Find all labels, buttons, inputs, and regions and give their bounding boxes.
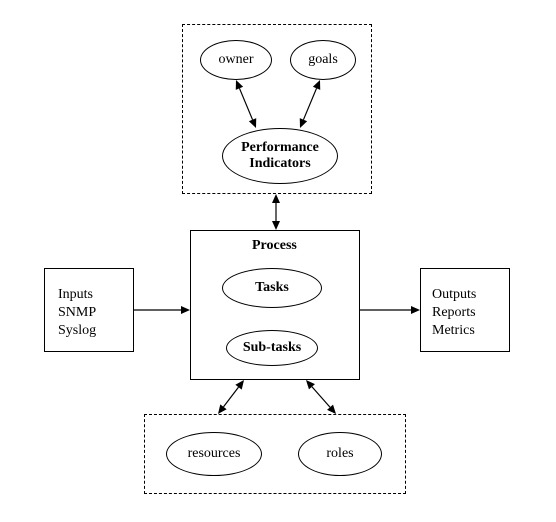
roles-ellipse: roles — [298, 432, 382, 476]
process-title: Process — [252, 238, 297, 254]
subtasks-ellipse: Sub-tasks — [226, 330, 318, 366]
subtasks-ellipse-label: Sub-tasks — [243, 340, 301, 356]
resources-ellipse-label: resources — [188, 446, 241, 462]
performance-indicators-ellipse-label: Performance Indicators — [223, 140, 337, 172]
resources-ellipse: resources — [166, 432, 262, 476]
roles-ellipse-label: roles — [326, 446, 353, 462]
edge-6 — [312, 387, 330, 408]
tasks-ellipse: Tasks — [222, 268, 322, 308]
goals-ellipse: goals — [290, 40, 356, 80]
inputs-label: Inputs SNMP Syslog — [58, 286, 96, 341]
goals-ellipse-label: goals — [308, 52, 338, 68]
performance-indicators-ellipse: Performance Indicators — [222, 128, 338, 184]
owner-ellipse-label: owner — [219, 52, 254, 68]
edge-5 — [223, 387, 238, 407]
outputs-label: Outputs Reports Metrics — [432, 286, 476, 341]
owner-ellipse: owner — [200, 40, 272, 80]
tasks-ellipse-label: Tasks — [255, 280, 289, 296]
